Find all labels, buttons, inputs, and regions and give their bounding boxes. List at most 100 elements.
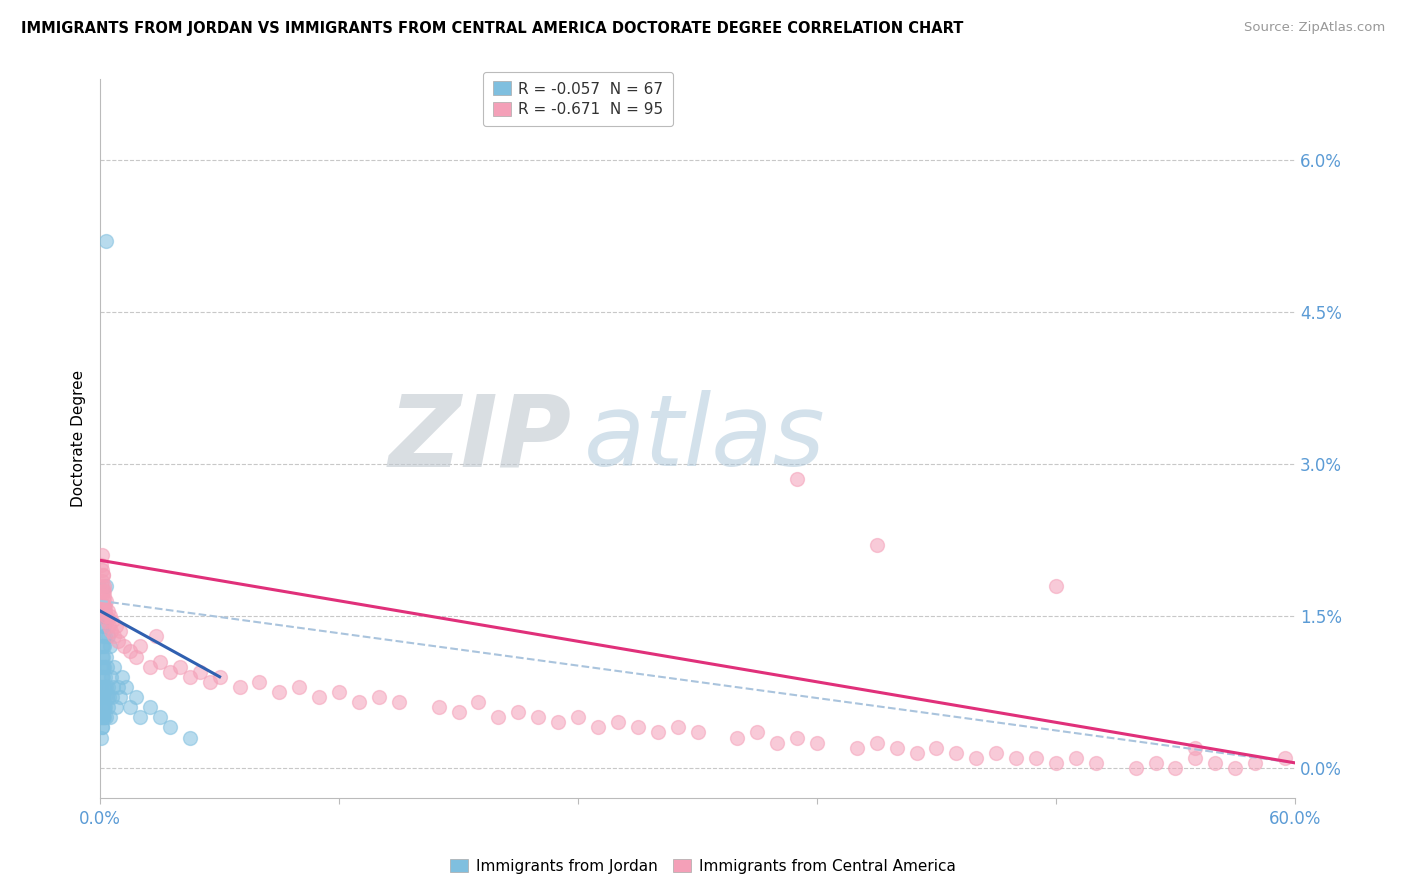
Point [547, 715, 569, 730]
Point [129, 640, 152, 654]
Point [90, 731, 112, 745]
Point [91, 629, 114, 643]
Point [845, 740, 868, 755]
Point [606, 715, 628, 730]
Point [98, 690, 121, 704]
Point [93, 670, 115, 684]
Point [91, 720, 114, 734]
Text: 0.0%: 0.0% [79, 811, 121, 829]
Point [93, 599, 115, 613]
Point [93, 690, 115, 704]
Point [93, 604, 115, 618]
Point [90, 700, 112, 714]
Point [159, 720, 181, 734]
Point [1045, 578, 1067, 592]
Point [139, 659, 162, 673]
Point [91, 599, 114, 613]
Point [91, 619, 114, 633]
Legend: R = -0.057  N = 67, R = -0.671  N = 95: R = -0.057 N = 67, R = -0.671 N = 95 [484, 72, 672, 126]
Text: 60.0%: 60.0% [1268, 811, 1322, 829]
Point [103, 629, 125, 643]
Point [91, 700, 114, 714]
Point [100, 624, 122, 639]
Point [179, 731, 201, 745]
Point [111, 670, 134, 684]
Point [91, 583, 114, 598]
Point [94, 609, 117, 624]
Point [97, 629, 120, 643]
Point [1225, 761, 1247, 775]
Point [93, 659, 115, 673]
Point [806, 736, 828, 750]
Text: atlas: atlas [583, 390, 825, 487]
Point [786, 731, 808, 745]
Point [90, 578, 112, 592]
Point [1064, 751, 1087, 765]
Point [94, 609, 117, 624]
Point [93, 583, 115, 598]
Point [93, 578, 115, 592]
Point [1045, 756, 1067, 770]
Point [98, 710, 121, 724]
Point [91, 548, 114, 562]
Point [866, 736, 889, 750]
Point [93, 594, 115, 608]
Point [91, 670, 114, 684]
Point [288, 680, 311, 694]
Point [228, 680, 250, 694]
Point [96, 690, 118, 704]
Point [1144, 756, 1167, 770]
Point [90, 690, 112, 704]
Point [107, 634, 129, 648]
Point [1084, 756, 1107, 770]
Legend: Immigrants from Jordan, Immigrants from Central America: Immigrants from Jordan, Immigrants from … [444, 853, 962, 880]
Point [118, 700, 141, 714]
Point [149, 710, 172, 724]
Point [96, 659, 118, 673]
Point [1025, 751, 1047, 765]
Point [486, 710, 509, 724]
Point [647, 725, 669, 739]
Point [905, 746, 928, 760]
Point [125, 690, 148, 704]
Point [179, 670, 201, 684]
Point [945, 746, 967, 760]
Point [105, 700, 128, 714]
Point [786, 472, 808, 486]
Point [725, 731, 748, 745]
Point [766, 736, 789, 750]
Text: IMMIGRANTS FROM JORDAN VS IMMIGRANTS FROM CENTRAL AMERICA DOCTORATE DEGREE CORRE: IMMIGRANTS FROM JORDAN VS IMMIGRANTS FRO… [21, 21, 963, 36]
Point [97, 700, 120, 714]
Point [866, 538, 889, 552]
Point [98, 640, 121, 654]
Point [118, 644, 141, 658]
Point [94, 700, 117, 714]
Point [1274, 751, 1296, 765]
Point [91, 574, 114, 588]
Point [107, 680, 129, 694]
Point [91, 640, 114, 654]
Point [508, 705, 530, 719]
Point [188, 665, 211, 679]
Point [149, 655, 172, 669]
Point [169, 659, 191, 673]
Point [125, 649, 148, 664]
Point [101, 680, 124, 694]
Point [747, 725, 769, 739]
Point [98, 619, 121, 633]
Point [467, 695, 489, 709]
Point [1005, 751, 1028, 765]
Point [145, 629, 167, 643]
Point [91, 680, 114, 694]
Point [91, 568, 114, 582]
Y-axis label: Doctorate Degree: Doctorate Degree [72, 370, 86, 508]
Point [686, 725, 709, 739]
Point [90, 680, 112, 694]
Point [90, 720, 112, 734]
Point [91, 690, 114, 704]
Point [90, 670, 112, 684]
Point [94, 680, 117, 694]
Point [94, 594, 117, 608]
Point [90, 563, 112, 577]
Point [108, 624, 131, 639]
